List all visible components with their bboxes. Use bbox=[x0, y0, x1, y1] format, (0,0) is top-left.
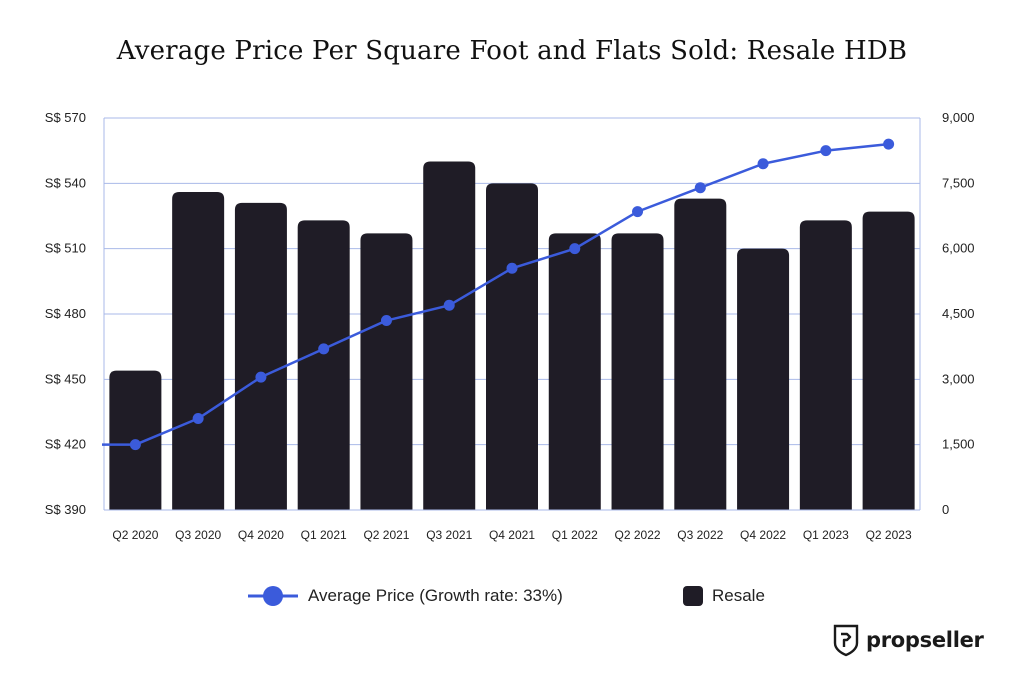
tick-label-right: 3,000 bbox=[942, 371, 975, 386]
tick-label-x: Q3 2021 bbox=[426, 528, 472, 542]
point-average-price bbox=[318, 343, 330, 355]
tick-label-left: S$ 480 bbox=[45, 306, 86, 321]
tick-label-x: Q2 2021 bbox=[363, 528, 409, 542]
point-average-price bbox=[694, 182, 706, 194]
tick-label-right: 7,500 bbox=[942, 175, 975, 190]
point-average-price bbox=[443, 299, 455, 311]
tick-label-x: Q2 2022 bbox=[615, 528, 661, 542]
point-average-price bbox=[883, 138, 895, 150]
legend-bar-swatch-icon bbox=[683, 586, 703, 606]
bar-resale bbox=[297, 220, 350, 510]
tick-label-x: Q4 2020 bbox=[238, 528, 284, 542]
tick-label-left: S$ 390 bbox=[45, 502, 86, 517]
brand-logo: propseller bbox=[832, 620, 984, 660]
bar-resale bbox=[674, 198, 727, 511]
legend-label-average-price: Average Price (Growth rate: 33%) bbox=[308, 586, 563, 605]
bar-resale bbox=[799, 220, 852, 510]
propseller-shield-icon bbox=[833, 624, 859, 657]
brand-name: propseller bbox=[866, 628, 984, 652]
tick-label-left: S$ 570 bbox=[45, 110, 86, 125]
tick-label-right: 0 bbox=[942, 502, 949, 517]
tick-label-left: S$ 540 bbox=[45, 175, 86, 190]
tick-label-x: Q1 2022 bbox=[552, 528, 598, 542]
bar-resale bbox=[737, 248, 790, 510]
bar-resale bbox=[611, 233, 664, 510]
tick-label-right: 6,000 bbox=[942, 241, 975, 256]
legend-item-resale[interactable]: Resale bbox=[682, 580, 765, 612]
tick-label-x: Q3 2020 bbox=[175, 528, 221, 542]
point-average-price bbox=[129, 439, 141, 451]
tick-label-x: Q4 2021 bbox=[489, 528, 535, 542]
legend-label-resale: Resale bbox=[712, 586, 765, 605]
legend-line-marker-icon bbox=[248, 586, 298, 606]
chart-title: Average Price Per Square Foot and Flats … bbox=[116, 36, 908, 66]
point-average-price bbox=[569, 243, 581, 255]
bar-series bbox=[109, 161, 915, 511]
tick-label-x: Q1 2021 bbox=[301, 528, 347, 542]
tick-label-left: S$ 420 bbox=[45, 437, 86, 452]
tick-label-x: Q2 2020 bbox=[112, 528, 158, 542]
tick-label-x: Q1 2023 bbox=[803, 528, 849, 542]
bar-resale bbox=[486, 183, 538, 511]
point-average-price bbox=[192, 413, 204, 425]
tick-labels: S$ 390 S$ 420 S$ 450 S$ 480 S$ 510 S$ 540 S$ 5… bbox=[45, 110, 975, 542]
tick-label-x: Q4 2022 bbox=[740, 528, 786, 542]
bar-resale bbox=[234, 202, 287, 510]
tick-label-right: 9,000 bbox=[942, 110, 975, 125]
point-average-price bbox=[255, 371, 267, 383]
bar-resale bbox=[548, 233, 601, 510]
tick-label-x: Q3 2022 bbox=[677, 528, 723, 542]
line-series bbox=[102, 138, 895, 451]
line-average-price bbox=[102, 142, 889, 446]
point-average-price bbox=[380, 315, 392, 327]
legend: Average Price (Growth rate: 33%) Resale bbox=[0, 580, 1024, 612]
point-average-price bbox=[820, 145, 832, 157]
point-average-price bbox=[757, 158, 769, 170]
legend-item-average-price[interactable]: Average Price (Growth rate: 33%) bbox=[248, 580, 563, 612]
tick-label-x: Q2 2023 bbox=[866, 528, 912, 542]
tick-label-right: 1,500 bbox=[942, 437, 975, 452]
bar-resale bbox=[172, 192, 225, 511]
bar-resale bbox=[862, 211, 915, 510]
bar-resale bbox=[360, 233, 413, 510]
tick-label-left: S$ 450 bbox=[45, 371, 86, 386]
bar-resale bbox=[423, 161, 476, 511]
tick-label-left: S$ 510 bbox=[45, 241, 86, 256]
tick-label-right: 4,500 bbox=[942, 306, 975, 321]
point-average-price bbox=[506, 262, 518, 274]
point-average-price bbox=[632, 206, 644, 218]
